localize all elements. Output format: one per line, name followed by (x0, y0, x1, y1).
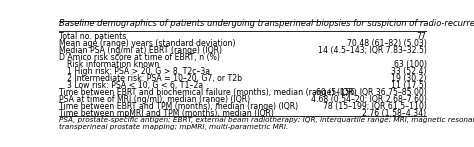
Text: Risk information known: Risk information known (67, 60, 160, 69)
Text: PSA, prostate-specific antigen; EBRT, external beam radiotherapy; IQR, interquar: PSA, prostate-specific antigen; EBRT, ex… (59, 117, 474, 131)
Text: 3 Low risk: PSA < 10, G < 6, T1–2a: 3 Low risk: PSA < 10, G < 6, T1–2a (67, 81, 203, 90)
Text: 2.76 (1.58–4.34): 2.76 (1.58–4.34) (363, 109, 427, 118)
Text: 70.48 (61–82) (5.03): 70.48 (61–82) (5.03) (347, 39, 427, 48)
Text: Baseline demographics of patients undergoing transperineal biopsies for suspicio: Baseline demographics of patients underg… (59, 19, 474, 28)
Text: Mean age (range) years (standard deviation): Mean age (range) years (standard deviati… (59, 39, 236, 48)
Text: PSA at time of MRI (ng/ml), median (range) (IQR): PSA at time of MRI (ng/ml), median (rang… (59, 95, 250, 104)
Text: 63 (100): 63 (100) (393, 60, 427, 69)
Text: 4.68 (0.54–20; IQR 2.68–7.60): 4.68 (0.54–20; IQR 2.68–7.60) (311, 95, 427, 104)
Text: 14 (4.5–143; IQR 7.83–32.5): 14 (4.5–143; IQR 7.83–32.5) (318, 46, 427, 55)
Text: 11 (17.5): 11 (17.5) (391, 81, 427, 90)
Text: D’Amico risk score at time of EBRT, n (%): D’Amico risk score at time of EBRT, n (%… (59, 53, 220, 62)
Text: 60 (5–156; IQR 36.75–85.00): 60 (5–156; IQR 36.75–85.00) (316, 88, 427, 97)
Text: Time between mpMRI and TPM (months), median (IQR): Time between mpMRI and TPM (months), med… (59, 109, 274, 118)
Text: 19 (30.2): 19 (30.2) (391, 74, 427, 83)
Text: Total no. patients: Total no. patients (59, 32, 127, 41)
Text: Time between EBRT and biochemical failure (months), median (range) (IQR): Time between EBRT and biochemical failur… (59, 88, 357, 97)
Text: 78 (15–199; IQR 61.5–110): 78 (15–199; IQR 61.5–110) (323, 102, 427, 111)
Text: 1 High risk: PSA > 20, G > 8, T2c–3a: 1 High risk: PSA > 20, G > 8, T2c–3a (67, 67, 210, 76)
Text: Time between EBRT and TPM (months), median (range) (IQR): Time between EBRT and TPM (months), medi… (59, 102, 298, 111)
Text: 33 (52.4): 33 (52.4) (391, 67, 427, 76)
Text: 77: 77 (417, 32, 427, 41)
Text: 2 Intermediate risk: PSA = 10–20, G7, or T2b: 2 Intermediate risk: PSA = 10–20, G7, or… (67, 74, 242, 83)
Text: Median PSA (ng/ml at) EBRT (range) (IQR): Median PSA (ng/ml at) EBRT (range) (IQR) (59, 46, 222, 55)
